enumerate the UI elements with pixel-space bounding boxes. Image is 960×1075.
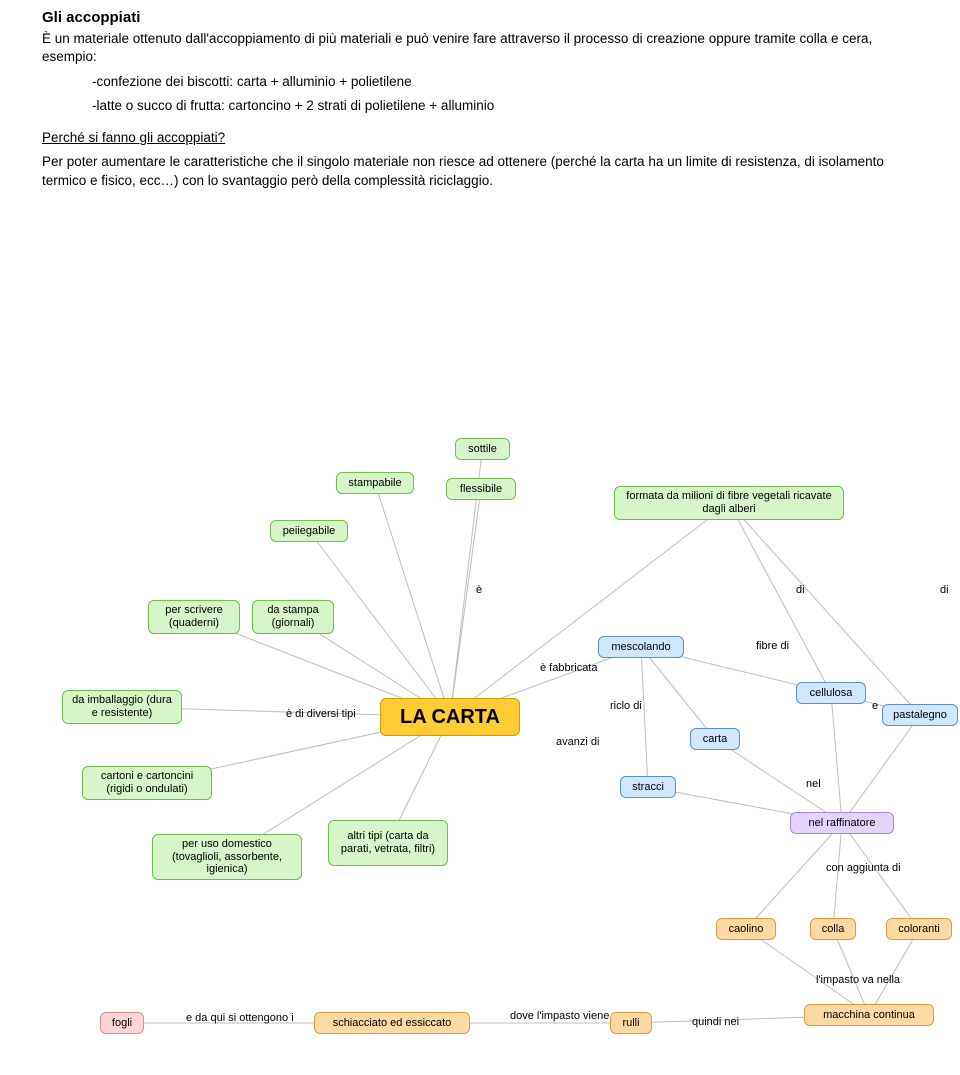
node-fibre: formata da milioni di fibre vegetali ric… (614, 486, 844, 520)
edge-label-diversitipi: è di diversi tipi (286, 708, 356, 720)
edge-label-doveimpasto: dove l'impasto viene (510, 1010, 609, 1022)
node-pastalegno: pastalegno (882, 704, 958, 726)
node-carta: carta (690, 728, 740, 750)
edge-label-riclo: riclo di (610, 700, 642, 712)
edge-label-fibredi: fibre di (756, 640, 789, 652)
edges-layer (0, 0, 960, 1075)
node-domestico: per uso domestico (tovaglioli, assorbent… (152, 834, 302, 880)
node-center: LA CARTA (380, 698, 520, 736)
node-rulli: rulli (610, 1012, 652, 1034)
node-sottile: sottile (455, 438, 510, 460)
edge-label-e2: e (872, 700, 878, 712)
node-colla: colla (810, 918, 856, 940)
concept-map: LA CARTA sottile flessibile stampabile peiie… (0, 0, 960, 1075)
node-imballaggio: da imballaggio (dura e resistente) (62, 690, 182, 724)
node-caolino: caolino (716, 918, 776, 940)
edge-label-fabbricata: è fabbricata (540, 662, 597, 674)
node-flessibile: flessibile (446, 478, 516, 500)
edge-label-di2: di (940, 584, 949, 596)
node-mescolando: mescolando (598, 636, 684, 658)
node-altritipi: altri tipi (carta da parati, vetrata, fi… (328, 820, 448, 866)
edge-label-di1: di (796, 584, 805, 596)
edge-label-quindinei: quindi nei (692, 1016, 739, 1028)
node-stampabile: stampabile (336, 472, 414, 494)
edge-label-edaqui: e da qui si ottengono i (186, 1012, 294, 1024)
node-fogli: fogli (100, 1012, 144, 1034)
edge-label-impasto: l'impasto va nella (816, 974, 900, 986)
edge-label-nel: nel (806, 778, 821, 790)
node-dastampa: da stampa (giornali) (252, 600, 334, 634)
node-cartoni: cartoni e cartoncini (rigidi o ondulati) (82, 766, 212, 800)
edge-label-e: è (476, 584, 482, 596)
edge-label-aggiunta: con aggiunta di (826, 862, 901, 874)
node-raffinatore: nel raffinatore (790, 812, 894, 834)
node-coloranti: coloranti (886, 918, 952, 940)
node-macchina: macchina continua (804, 1004, 934, 1026)
node-perscrivere: per scrivere (quaderni) (148, 600, 240, 634)
edge-label-avanzi: avanzi di (556, 736, 599, 748)
node-cellulosa: cellulosa (796, 682, 866, 704)
node-schiacciato: schiacciato ed essiccato (314, 1012, 470, 1034)
node-stracci: stracci (620, 776, 676, 798)
node-peiiegabile: peiiegabile (270, 520, 348, 542)
